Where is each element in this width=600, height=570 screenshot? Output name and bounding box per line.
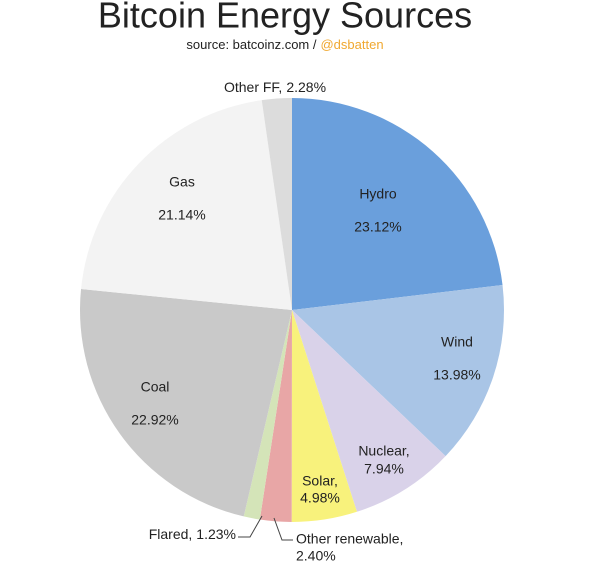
value-label: 7.94%	[364, 461, 404, 477]
pie-slice	[291, 310, 357, 522]
pie-slice	[261, 98, 292, 310]
slice-label: Solar,	[302, 473, 338, 489]
value-label: 2.28%	[286, 79, 326, 95]
pie-slice	[259, 310, 292, 522]
pie-slice	[292, 285, 504, 457]
value-label: 22.92%	[131, 412, 178, 428]
pie	[80, 98, 504, 522]
slice-label: Coal	[141, 379, 170, 395]
slice-label: Wind	[441, 334, 473, 350]
slice-label: Flared,	[149, 526, 193, 542]
value-label: 1.23%	[196, 526, 236, 542]
slice-label: Other renewable,	[296, 531, 403, 547]
value-label: 13.98%	[433, 367, 480, 383]
value-label: 4.98%	[300, 490, 340, 506]
pie-slice	[243, 310, 292, 520]
pie-slice	[292, 98, 503, 310]
slice-label: Other FF,	[224, 79, 282, 95]
slice-label-group: Other FF, 2.28%	[224, 79, 326, 95]
subtitle-handle: @dsbatten	[320, 37, 383, 52]
chart-subtitle: source: batcoinz.com / @dsbatten	[186, 37, 383, 52]
chart-title: Bitcoin Energy Sources	[98, 0, 472, 36]
value-label: 23.12%	[354, 219, 401, 235]
labels: Hydro 23.12% Wind 13.98% Nuclear, 7.94% Solar,…	[131, 79, 480, 564]
subtitle-source: source: batcoinz.com /	[186, 37, 316, 52]
value-label: 21.14%	[158, 207, 205, 223]
slice-label: Gas	[169, 174, 195, 190]
value-label: 2.40%	[296, 548, 336, 564]
slice-label: Nuclear,	[358, 443, 409, 459]
pie-slice	[292, 310, 446, 512]
leader-line	[238, 515, 263, 538]
slice-label-group: Flared, 1.23%	[149, 526, 236, 542]
leader-line	[273, 517, 293, 541]
pie-slice	[81, 100, 292, 311]
pie-slice	[80, 289, 292, 517]
slice-label: Hydro	[359, 186, 397, 202]
